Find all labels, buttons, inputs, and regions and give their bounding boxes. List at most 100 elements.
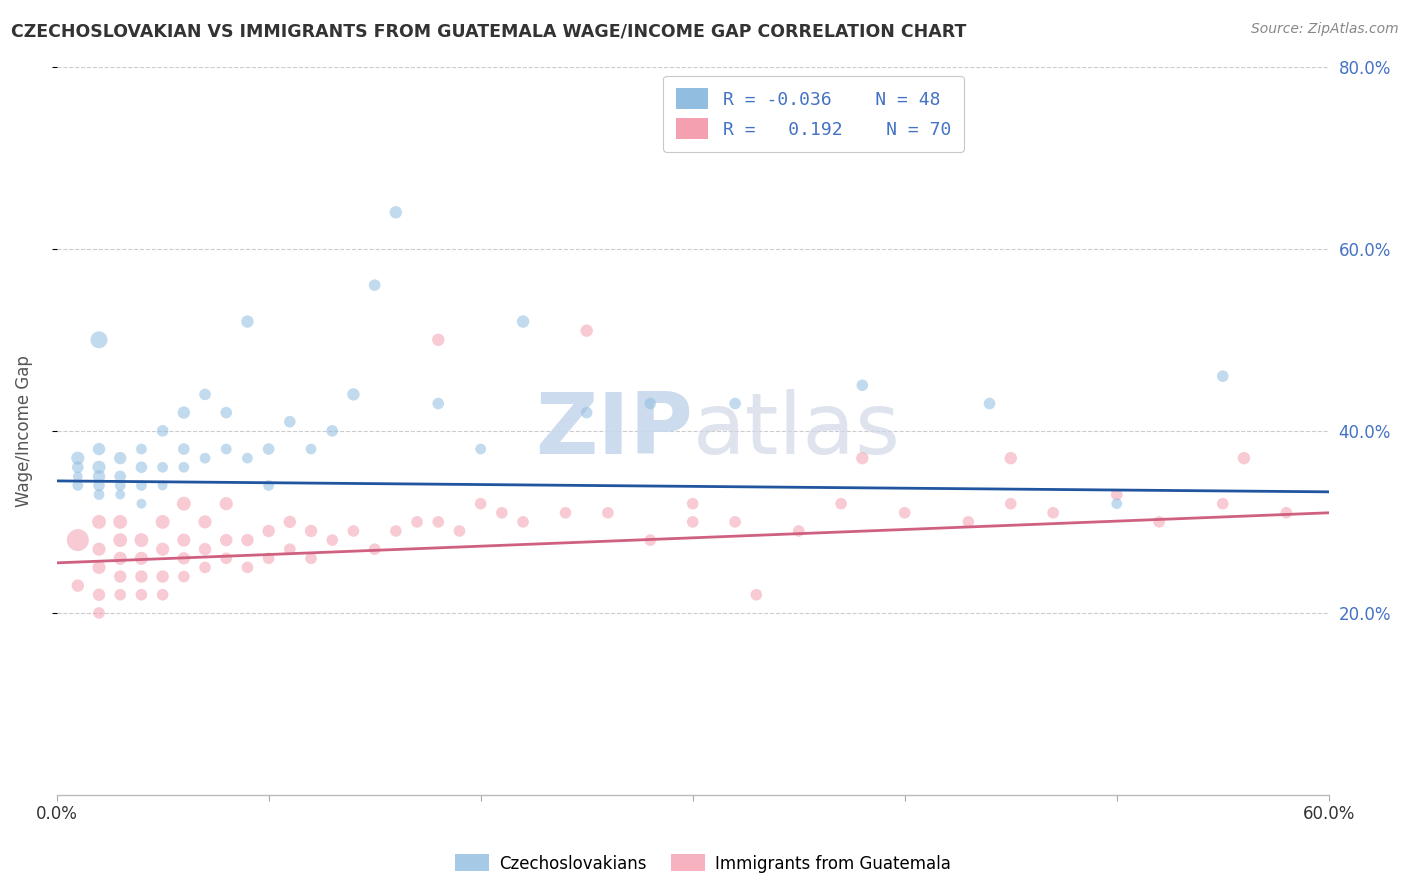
Point (152, 542, 174, 557)
Point (87, 515, 110, 529)
Point (491, 506, 513, 520)
Point (1000, 451, 1022, 466)
Point (745, 588, 768, 602)
Point (110, 551, 132, 566)
Point (152, 515, 174, 529)
Point (87, 606, 110, 620)
Point (131, 533, 153, 547)
Point (215, 551, 238, 566)
Point (512, 515, 534, 529)
Point (1233, 451, 1256, 466)
Point (131, 442, 153, 456)
Point (152, 478, 174, 492)
Point (194, 515, 217, 529)
Point (554, 506, 576, 520)
Point (470, 442, 492, 456)
Point (87, 487, 110, 501)
Point (830, 497, 852, 511)
Point (299, 442, 322, 456)
Point (131, 551, 153, 566)
Point (851, 451, 873, 466)
Point (131, 497, 153, 511)
Point (173, 551, 195, 566)
Point (215, 406, 238, 420)
Text: ZIP: ZIP (534, 389, 693, 473)
Text: CZECHOSLOVAKIAN VS IMMIGRANTS FROM GUATEMALA WAGE/INCOME GAP CORRELATION CHART: CZECHOSLOVAKIAN VS IMMIGRANTS FROM GUATE… (11, 22, 966, 40)
Point (236, 560, 259, 574)
Point (173, 533, 195, 547)
Point (427, 396, 450, 410)
Point (363, 542, 385, 557)
Point (66, 533, 89, 547)
Point (194, 542, 217, 557)
Point (236, 533, 259, 547)
Point (215, 497, 238, 511)
Point (1147, 515, 1170, 529)
Point (1212, 497, 1234, 511)
Point (575, 324, 598, 338)
Point (257, 551, 280, 566)
Point (1212, 369, 1234, 384)
Point (215, 533, 238, 547)
Point (110, 588, 132, 602)
Point (87, 588, 110, 602)
Point (110, 487, 132, 501)
Point (427, 333, 450, 347)
Point (173, 442, 195, 456)
Point (278, 542, 301, 557)
Point (110, 533, 132, 547)
Point (299, 524, 322, 538)
Point (194, 451, 217, 466)
Point (110, 451, 132, 466)
Point (406, 515, 429, 529)
Point (236, 451, 259, 466)
Point (66, 469, 89, 483)
Point (575, 406, 598, 420)
Legend: R = -0.036    N = 48, R =   0.192    N = 70: R = -0.036 N = 48, R = 0.192 N = 70 (664, 76, 963, 152)
Point (385, 205, 408, 219)
Point (173, 569, 195, 583)
Point (512, 314, 534, 328)
Point (131, 460, 153, 475)
Point (1275, 506, 1298, 520)
Legend: Czechoslovakians, Immigrants from Guatemala: Czechoslovakians, Immigrants from Guatem… (449, 847, 957, 880)
Point (236, 314, 259, 328)
Point (1105, 487, 1128, 501)
Point (957, 515, 980, 529)
Point (321, 533, 343, 547)
Point (87, 542, 110, 557)
Point (979, 396, 1001, 410)
Point (278, 515, 301, 529)
Point (87, 478, 110, 492)
Point (1000, 497, 1022, 511)
Point (787, 524, 810, 538)
Point (363, 278, 385, 293)
Point (87, 460, 110, 475)
Point (110, 515, 132, 529)
Point (851, 378, 873, 392)
Point (131, 588, 153, 602)
Point (110, 478, 132, 492)
Point (110, 569, 132, 583)
Point (1042, 506, 1064, 520)
Point (194, 560, 217, 574)
Point (640, 396, 662, 410)
Point (173, 406, 195, 420)
Point (152, 569, 174, 583)
Point (87, 333, 110, 347)
Point (173, 460, 195, 475)
Point (682, 515, 704, 529)
Point (724, 396, 747, 410)
Point (299, 551, 322, 566)
Y-axis label: Wage/Income Gap: Wage/Income Gap (15, 355, 32, 507)
Point (893, 506, 915, 520)
Point (470, 497, 492, 511)
Point (385, 524, 408, 538)
Point (66, 460, 89, 475)
Text: atlas: atlas (693, 389, 901, 473)
Point (152, 588, 174, 602)
Point (152, 424, 174, 438)
Point (215, 442, 238, 456)
Point (1105, 497, 1128, 511)
Point (87, 442, 110, 456)
